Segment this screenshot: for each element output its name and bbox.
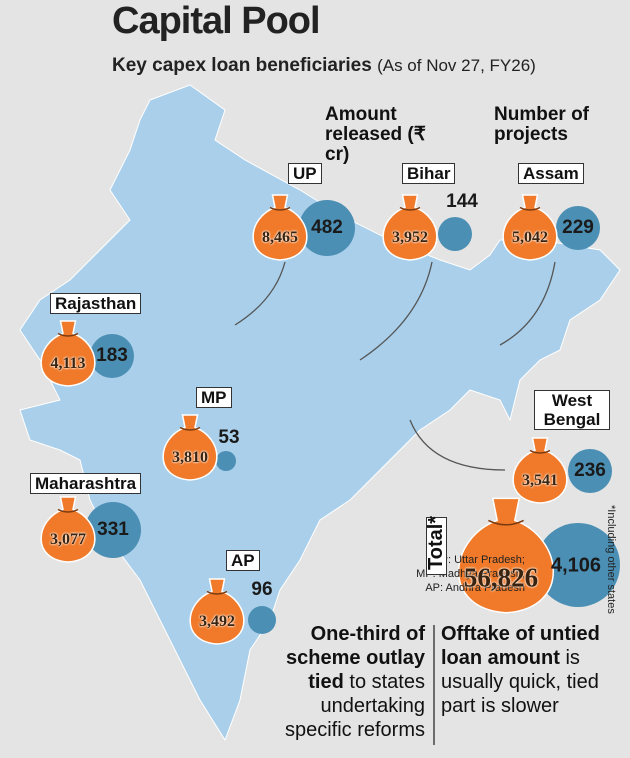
- bag-tie: [57, 508, 79, 513]
- bag-tie: [529, 449, 551, 454]
- note-bold: Offtake of untied loan amount: [441, 623, 600, 669]
- bag-tie: [399, 206, 421, 211]
- note-text: to states undertaking specific reforms: [284, 671, 425, 741]
- bag-tie: [206, 590, 228, 595]
- projects-bubble: [556, 206, 600, 250]
- bag-tie: [179, 426, 201, 431]
- arrow: [234, 261, 286, 326]
- bag-tie: [488, 519, 524, 526]
- money-bag: [502, 194, 558, 261]
- subtitle-text: Key capex loan beneficiaries: [112, 55, 372, 76]
- money-bag: [382, 194, 438, 261]
- arrow: [409, 419, 506, 471]
- total-amount: 56,826: [463, 562, 539, 593]
- total-label: Total*: [425, 516, 447, 575]
- title: Capital Pool: [112, 0, 321, 42]
- projects-label: 236: [574, 460, 606, 481]
- bag-tie: [57, 332, 79, 337]
- projects-label: 144: [446, 191, 478, 212]
- note: Offtake of untied loan amount is usually…: [441, 622, 601, 718]
- abbreviation: UP: Uttar Pradesh;: [432, 554, 525, 566]
- legend-amount: Amount released (₹ cr): [325, 104, 426, 165]
- amount-label: 3,810: [172, 449, 208, 466]
- money-bag: [512, 437, 568, 504]
- state-label: Maharashtra: [30, 473, 142, 494]
- projects-bubble: [90, 334, 134, 378]
- projects-label: 482: [311, 217, 343, 238]
- state-label: MP: [196, 387, 232, 408]
- footnote: *Including other states: [605, 505, 617, 614]
- india-map: [19, 84, 621, 742]
- projects-bubble: [299, 200, 355, 256]
- amount-label: 3,492: [199, 613, 235, 630]
- money-bag: [252, 194, 308, 261]
- total-projects: 4,106: [550, 554, 602, 577]
- bag-tie: [519, 206, 541, 211]
- state-label: Assam: [518, 163, 584, 184]
- projects-bubble: [216, 451, 236, 471]
- money-bag: [457, 497, 555, 614]
- projects-bubble: [438, 217, 472, 251]
- state-label: Rajasthan: [50, 293, 142, 314]
- projects-label: 53: [218, 427, 240, 448]
- date-note: (As of Nov 27, FY26): [377, 56, 536, 75]
- note: One-third of scheme outlay tied to state…: [262, 622, 425, 742]
- state-label: UP: [288, 163, 322, 184]
- amount-label: 3,952: [392, 229, 428, 246]
- state-label: Bihar: [402, 163, 456, 184]
- amount-label: 3,541: [522, 472, 558, 489]
- projects-bubble: [536, 523, 620, 607]
- bag-tie: [269, 206, 291, 211]
- state-label: West Bengal: [534, 390, 610, 430]
- projects-bubble: [85, 502, 141, 558]
- projects-bubble: [568, 449, 612, 493]
- subtitle: Key capex loan beneficiaries (As of Nov …: [112, 55, 536, 77]
- money-bag: [40, 320, 96, 387]
- projects-label: 331: [97, 519, 129, 540]
- arrows: [234, 261, 556, 471]
- money-bag: [162, 414, 218, 481]
- arrow: [359, 261, 433, 361]
- state-label: AP: [226, 550, 260, 571]
- abbreviation: AP: Andhra Pradesh: [425, 582, 525, 594]
- projects-label: 183: [96, 345, 128, 366]
- money-bag: [40, 496, 96, 563]
- legend-projects: Number of projects: [494, 104, 589, 145]
- projects-label: 229: [562, 217, 594, 238]
- note-text: is usually quick, tied part is slower: [441, 647, 599, 717]
- note-bold: One-third of scheme outlay tied: [286, 623, 425, 693]
- amount-label: 5,042: [512, 229, 548, 246]
- arrow: [499, 261, 556, 346]
- projects-label: 96: [251, 579, 273, 600]
- amount-label: 3,077: [50, 531, 86, 548]
- amount-label: 4,113: [50, 355, 86, 372]
- amount-label: 8,465: [262, 229, 298, 246]
- money-bag: [189, 578, 245, 645]
- projects-bubble: [248, 606, 276, 634]
